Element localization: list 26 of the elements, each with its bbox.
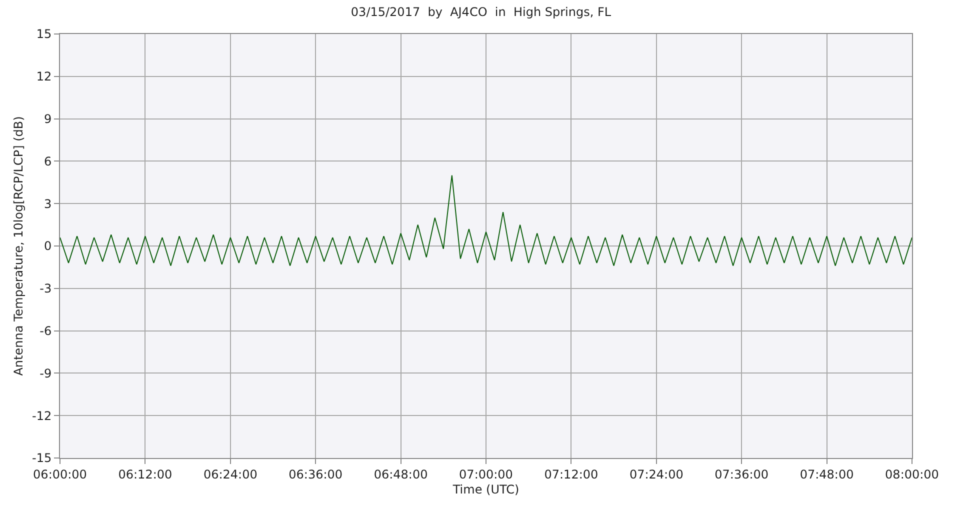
y-tick-label: 9 bbox=[44, 112, 52, 126]
x-tick-label: 06:48:00 bbox=[374, 467, 428, 482]
chart-title: 03/15/2017 by AJ4CO in High Springs, FL bbox=[350, 5, 612, 20]
x-tick-label: 06:24:00 bbox=[203, 467, 258, 482]
x-tick-label: 07:12:00 bbox=[544, 467, 598, 482]
y-tick-label: 15 bbox=[36, 27, 52, 42]
x-tick-label: 08:00:00 bbox=[885, 467, 939, 482]
y-tick-label: -9 bbox=[40, 366, 52, 380]
y-tick-label: 0 bbox=[44, 239, 52, 254]
y-tick-label: 6 bbox=[44, 154, 52, 168]
x-tick-label: 06:00:00 bbox=[33, 467, 87, 482]
y-tick-label: -12 bbox=[32, 408, 52, 423]
y-tick-label: -6 bbox=[40, 324, 52, 338]
x-tick-label: 07:00:00 bbox=[459, 467, 513, 482]
line-series bbox=[60, 174, 912, 266]
y-tick-label: 3 bbox=[44, 196, 52, 211]
x-tick-label: 06:36:00 bbox=[288, 467, 343, 482]
x-tick-label: 07:48:00 bbox=[800, 467, 854, 482]
y-tick-label: -15 bbox=[32, 451, 52, 466]
y-tick-label: 12 bbox=[36, 70, 52, 84]
x-tick-label: 07:36:00 bbox=[714, 467, 769, 482]
y-tick-label: -3 bbox=[40, 282, 52, 296]
x-axis-title: Time (UTC) bbox=[452, 482, 520, 496]
x-tick-label: 07:24:00 bbox=[629, 467, 684, 482]
x-tick-label: 06:12:00 bbox=[118, 467, 172, 482]
y-axis-title: Antenna Temperature, 10log[RCP/LCP] (dB) bbox=[11, 116, 26, 376]
